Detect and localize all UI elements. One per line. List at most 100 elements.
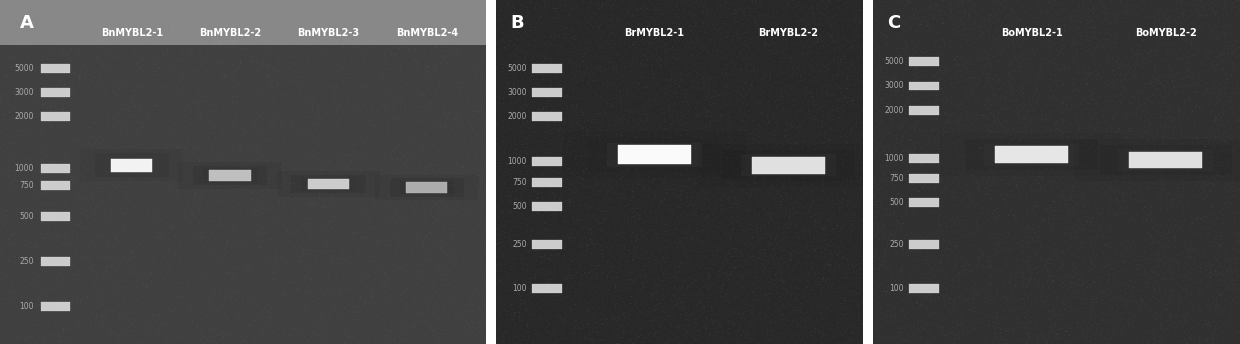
Point [259, 195, 279, 200]
Point [449, 325, 469, 330]
Point [998, 341, 1018, 344]
Point [699, 236, 719, 241]
Point [374, 334, 394, 340]
Point [33, 192, 53, 197]
Point [1188, 303, 1208, 308]
Point [76, 316, 95, 322]
Point [1060, 304, 1080, 309]
Point [192, 110, 212, 116]
Point [207, 306, 227, 312]
Point [366, 304, 386, 309]
Point [686, 153, 706, 158]
Point [322, 176, 342, 182]
Point [745, 329, 765, 335]
Point [587, 272, 606, 277]
Point [185, 31, 205, 36]
Point [419, 101, 439, 107]
Point [532, 260, 552, 265]
Text: 100: 100 [512, 284, 527, 293]
Point [749, 293, 769, 298]
Point [707, 81, 727, 86]
Point [755, 255, 775, 260]
Point [95, 158, 115, 163]
Point [759, 196, 779, 201]
Point [688, 111, 708, 116]
Point [108, 62, 128, 68]
Point [51, 239, 71, 245]
Point [754, 206, 774, 212]
Point [286, 262, 306, 268]
Point [523, 265, 543, 270]
Point [1037, 279, 1056, 284]
Point [402, 313, 422, 319]
Point [1009, 306, 1029, 311]
Point [889, 278, 909, 283]
Point [391, 297, 410, 303]
Point [755, 217, 775, 222]
Point [5, 149, 25, 154]
Point [699, 21, 719, 27]
Point [790, 210, 810, 215]
Point [877, 252, 897, 257]
Point [702, 247, 722, 252]
Point [771, 102, 791, 108]
Point [1228, 231, 1240, 236]
Point [1141, 151, 1161, 156]
Point [1167, 123, 1187, 129]
Point [104, 99, 124, 105]
Point [274, 293, 294, 299]
Point [1205, 37, 1225, 43]
Point [1052, 134, 1071, 140]
Point [417, 163, 436, 169]
Point [316, 20, 336, 25]
Point [835, 313, 854, 319]
Point [1149, 194, 1169, 199]
Point [1055, 293, 1075, 298]
Point [346, 278, 366, 283]
Point [441, 333, 461, 339]
Point [539, 206, 559, 212]
Point [1074, 222, 1094, 227]
Point [658, 102, 678, 107]
Point [360, 136, 379, 141]
Point [450, 211, 470, 216]
Point [1037, 51, 1056, 57]
Point [1145, 304, 1164, 309]
Point [409, 138, 429, 143]
Point [570, 272, 590, 278]
Point [574, 267, 594, 272]
Point [350, 141, 370, 147]
Point [991, 319, 1011, 325]
Point [125, 45, 145, 51]
Point [662, 45, 682, 51]
Point [253, 332, 273, 338]
Point [1104, 107, 1123, 113]
Point [1006, 4, 1025, 10]
Point [692, 135, 712, 140]
Point [46, 318, 66, 323]
Point [461, 338, 481, 344]
Point [619, 83, 639, 88]
Point [498, 234, 518, 239]
Point [733, 174, 753, 180]
Point [776, 83, 796, 88]
Point [409, 166, 429, 172]
Point [1053, 100, 1073, 105]
Point [966, 325, 986, 330]
Point [889, 337, 909, 342]
Point [1135, 331, 1154, 337]
Point [949, 312, 968, 317]
Point [789, 41, 808, 46]
Point [580, 320, 600, 326]
Point [585, 241, 605, 246]
Point [95, 257, 115, 263]
Point [562, 35, 582, 40]
Point [309, 37, 329, 43]
Point [157, 123, 177, 129]
Point [763, 246, 782, 251]
Point [1008, 181, 1028, 187]
Point [435, 159, 455, 165]
Point [863, 302, 883, 308]
Point [257, 177, 277, 182]
Point [799, 199, 818, 205]
